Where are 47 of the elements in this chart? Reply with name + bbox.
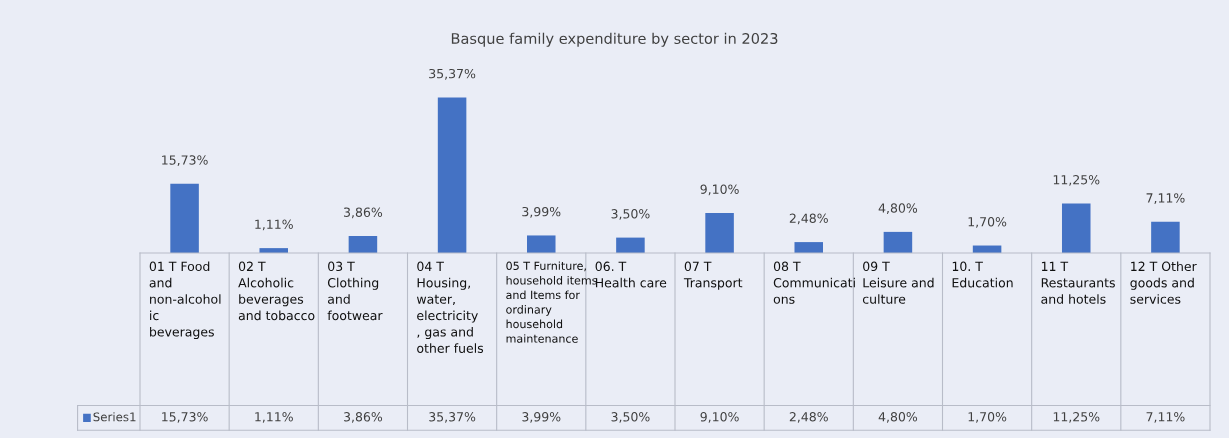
text: 3,86% bbox=[344, 207, 383, 219]
data-label: 3,50% bbox=[611, 412, 650, 423]
data-label: 1,11% bbox=[255, 412, 293, 423]
text: 3,50% bbox=[611, 209, 650, 220]
text: 1,70% bbox=[968, 216, 1007, 228]
x-tick-label: 10. T Education bbox=[952, 261, 1013, 288]
bar bbox=[883, 231, 913, 253]
data-label: 11,25% bbox=[1053, 412, 1100, 423]
bar bbox=[1061, 203, 1091, 253]
text: 4,80% bbox=[878, 203, 918, 215]
text: 2,48% bbox=[789, 213, 828, 225]
bar bbox=[705, 212, 734, 253]
data-label: 7,11% bbox=[1146, 412, 1185, 423]
x-tick-label: 06. T Health care bbox=[595, 261, 667, 288]
x-tick-label: 08 T Communications bbox=[773, 261, 855, 304]
chart-title: Basque family expenditure by sector in 2023 bbox=[451, 32, 778, 47]
x-tick-label: 09 T Leisure and culture bbox=[862, 261, 934, 304]
data-label: 2,48% bbox=[789, 412, 828, 423]
bar bbox=[1151, 221, 1180, 253]
data-label: 15,73% bbox=[162, 412, 208, 423]
data-label: 35,37% bbox=[429, 412, 476, 423]
text: 15,73% bbox=[162, 155, 208, 167]
data-label: 1,70% bbox=[968, 412, 1007, 423]
bar bbox=[437, 97, 467, 253]
text: 35,37% bbox=[429, 68, 476, 80]
bar bbox=[616, 237, 645, 253]
x-tick-label: 01 T Food and non-alcoholic beverages bbox=[149, 261, 221, 339]
bar bbox=[348, 236, 378, 253]
x-tick-label: 12 T Other goods and services bbox=[1130, 261, 1197, 304]
bar bbox=[794, 242, 824, 253]
text: 3,99% bbox=[522, 206, 561, 218]
x-tick-label: 11 T Restaurants and hotels bbox=[1041, 261, 1115, 304]
text: 7,11% bbox=[1146, 193, 1185, 204]
data-label: 3,99% bbox=[522, 412, 561, 423]
text: 9,10% bbox=[700, 184, 739, 196]
x-tick-label: 04 T Housing, water, electricity, gas and other fuels bbox=[416, 261, 484, 353]
legend-label: Series1 bbox=[93, 412, 136, 422]
x-tick-label: 07 T Transport bbox=[683, 261, 743, 290]
bar bbox=[170, 183, 199, 253]
text: 1,11% bbox=[255, 219, 293, 231]
x-tick-label: 02 T Alcoholic beverages and tobacco bbox=[238, 261, 315, 321]
text: 11,25% bbox=[1053, 174, 1100, 186]
data-label: 9,10% bbox=[700, 412, 739, 423]
bar bbox=[526, 235, 556, 253]
x-tick-label: 03 T Clothing and footwear bbox=[327, 261, 383, 321]
data-label: 3,86% bbox=[344, 412, 383, 423]
data-label: 4,80% bbox=[878, 412, 918, 423]
